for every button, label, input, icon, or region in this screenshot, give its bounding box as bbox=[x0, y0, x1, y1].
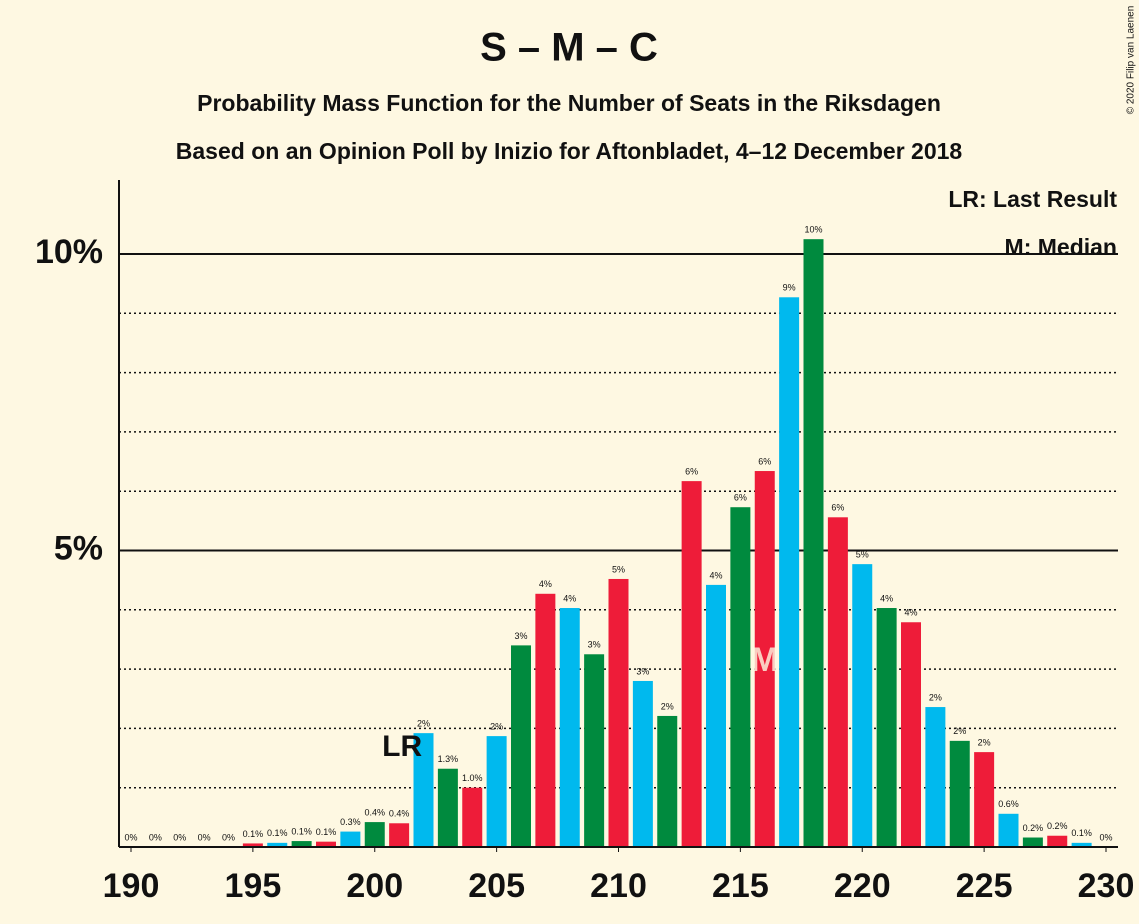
value-label: 9% bbox=[783, 283, 796, 293]
value-label: 0% bbox=[173, 832, 186, 842]
value-label: 0% bbox=[124, 832, 137, 842]
value-label: 1.0% bbox=[462, 773, 483, 783]
x-tick-label: 205 bbox=[468, 867, 525, 905]
bar bbox=[754, 471, 775, 847]
bar bbox=[364, 822, 385, 847]
value-label: 3% bbox=[636, 666, 649, 676]
value-label: 0.1% bbox=[267, 828, 288, 838]
x-tick-label: 210 bbox=[590, 867, 647, 905]
bar bbox=[974, 752, 995, 847]
value-label: 3% bbox=[514, 631, 527, 641]
value-label: 0.4% bbox=[364, 807, 385, 817]
value-label: 3% bbox=[588, 640, 601, 650]
chart-title: S – M – C bbox=[480, 26, 658, 70]
annotation: LR bbox=[382, 730, 422, 763]
bar bbox=[949, 740, 970, 847]
chart-subtitle: Probability Mass Function for the Number… bbox=[197, 90, 941, 116]
bar bbox=[413, 733, 434, 847]
bar bbox=[535, 593, 556, 847]
x-tick-label: 220 bbox=[834, 867, 891, 905]
bar bbox=[730, 507, 751, 847]
bar bbox=[559, 608, 580, 847]
value-label: 4% bbox=[880, 593, 893, 603]
bar bbox=[486, 736, 507, 847]
bar bbox=[657, 715, 678, 847]
value-label: 2% bbox=[978, 737, 991, 747]
value-label: 2% bbox=[417, 719, 430, 729]
value-label: 10% bbox=[804, 225, 822, 235]
value-label: 5% bbox=[612, 564, 625, 574]
value-label: 6% bbox=[831, 503, 844, 513]
bar bbox=[852, 564, 873, 847]
x-tick-label: 230 bbox=[1078, 867, 1135, 905]
annotation: M bbox=[751, 641, 779, 679]
x-tick-label: 200 bbox=[346, 867, 403, 905]
bar bbox=[779, 297, 800, 847]
bar bbox=[316, 841, 336, 847]
value-label: 0% bbox=[222, 832, 235, 842]
value-label: 0% bbox=[198, 832, 211, 842]
value-label: 0.1% bbox=[243, 829, 264, 839]
value-label: 6% bbox=[758, 456, 771, 466]
value-label: 6% bbox=[734, 493, 747, 503]
bar bbox=[681, 481, 702, 847]
value-label: 0.2% bbox=[1047, 821, 1068, 831]
value-label: 5% bbox=[856, 550, 869, 560]
x-tick-label: 190 bbox=[103, 867, 160, 905]
value-label: 4% bbox=[563, 593, 576, 603]
value-label: 0.1% bbox=[316, 827, 337, 837]
y-tick-label: 5% bbox=[54, 529, 103, 567]
bar bbox=[291, 841, 312, 847]
bar bbox=[827, 517, 848, 847]
value-label: 0.3% bbox=[340, 817, 361, 827]
value-label: 6% bbox=[685, 466, 698, 476]
bar bbox=[1071, 842, 1092, 847]
bar bbox=[1022, 837, 1043, 847]
bar bbox=[1047, 835, 1068, 847]
value-label: 1.3% bbox=[438, 754, 459, 764]
value-label: 0.1% bbox=[1071, 828, 1092, 838]
x-tick-label: 195 bbox=[225, 867, 282, 905]
value-label: 4% bbox=[904, 608, 917, 618]
value-label: 2% bbox=[953, 726, 966, 736]
value-label: 0.6% bbox=[998, 799, 1019, 809]
value-label: 0.1% bbox=[291, 826, 312, 836]
value-label: 2% bbox=[661, 701, 674, 711]
bar bbox=[925, 707, 946, 847]
bar bbox=[876, 608, 897, 847]
value-label: 0.2% bbox=[1023, 823, 1044, 833]
bar bbox=[706, 584, 726, 847]
value-label: 2% bbox=[929, 692, 942, 702]
value-label: 0.4% bbox=[389, 809, 410, 819]
chart-subtitle: Based on an Opinion Poll by Inizio for A… bbox=[176, 138, 963, 164]
legend-entry: LR: Last Result bbox=[948, 186, 1117, 212]
copyright: © 2020 Filip van Laenen bbox=[1126, 6, 1137, 115]
x-tick-label: 215 bbox=[712, 867, 769, 905]
bar bbox=[632, 680, 653, 847]
bar bbox=[462, 787, 483, 847]
bar bbox=[242, 843, 263, 847]
value-label: 2% bbox=[490, 721, 503, 731]
y-tick-label: 10% bbox=[35, 233, 103, 271]
bar bbox=[901, 622, 921, 847]
bar bbox=[437, 768, 458, 847]
value-label: 4% bbox=[709, 570, 722, 580]
bar bbox=[998, 813, 1019, 847]
value-label: 4% bbox=[539, 579, 552, 589]
bar bbox=[584, 654, 605, 847]
bar bbox=[803, 239, 824, 848]
bar bbox=[389, 823, 410, 847]
x-tick-label: 225 bbox=[956, 867, 1013, 905]
value-label: 0% bbox=[1099, 832, 1112, 842]
bar bbox=[267, 842, 288, 847]
value-label: 0% bbox=[149, 832, 162, 842]
bar bbox=[608, 578, 629, 847]
bar bbox=[511, 645, 531, 847]
bar bbox=[340, 831, 361, 847]
legend-entry: M: Median bbox=[1005, 234, 1117, 260]
